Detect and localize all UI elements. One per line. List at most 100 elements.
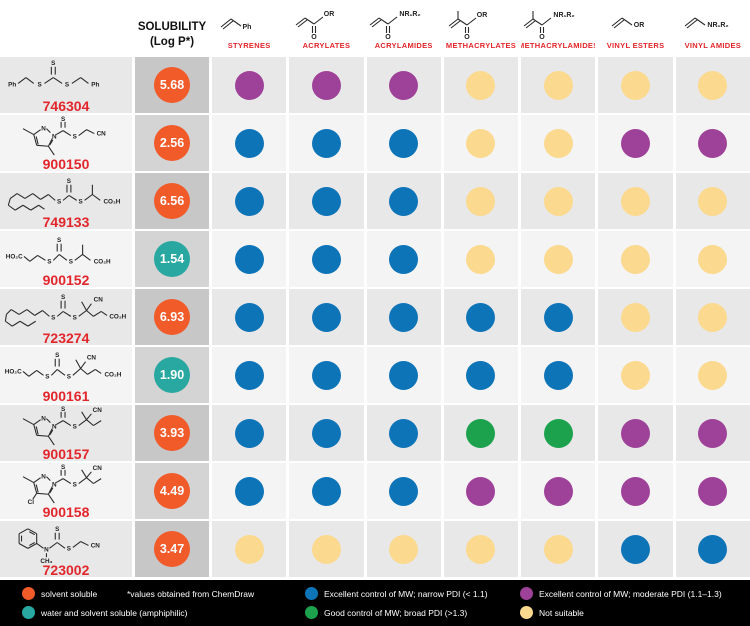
column-header-vinyl-amides: NR₁R₂ VINYL AMIDES xyxy=(675,0,750,55)
rating-cell-900157-vinyl-amides xyxy=(675,405,750,461)
legend-item-not-suitable: Not suitable xyxy=(520,606,722,619)
svg-text:N: N xyxy=(52,423,57,430)
suitability-dot-yellow xyxy=(543,70,573,100)
rating-cell-723002-acrylates xyxy=(289,521,364,577)
svg-text:Ph: Ph xyxy=(243,24,252,31)
suitability-dot-purple xyxy=(698,128,728,158)
solubility-badge: 6.56 xyxy=(154,183,190,219)
rating-cell-900152-vinyl-esters xyxy=(598,231,673,287)
svg-text:S: S xyxy=(73,423,77,430)
svg-text:NR₁R₂: NR₁R₂ xyxy=(554,12,575,19)
suitability-dot-green xyxy=(466,418,496,448)
catalog-number: 746304 xyxy=(42,98,90,113)
amphiphilic-dot-icon xyxy=(22,606,35,619)
svg-text:S: S xyxy=(67,373,71,380)
rating-cell-900150-vinyl-esters xyxy=(598,115,673,171)
rating-cell-900150-methacrylates xyxy=(443,115,519,171)
rating-cell-723002-vinyl-esters xyxy=(598,521,673,577)
svg-text:N: N xyxy=(41,474,46,481)
svg-text:S: S xyxy=(61,116,65,123)
rating-cell-749133-methacrylates xyxy=(443,173,519,229)
structure-cell-749133: S S S CO₂H 749133 xyxy=(0,173,132,229)
svg-text:CO₂H: CO₂H xyxy=(109,313,126,320)
suitability-dot-blue xyxy=(466,360,496,390)
rating-cell-900150-acrylamides xyxy=(366,115,441,171)
svg-text:N: N xyxy=(41,416,46,423)
rating-cell-900158-vinyl-amides xyxy=(675,463,750,519)
solubility-cell-749133: 6.56 xyxy=(135,173,209,229)
svg-text:S: S xyxy=(55,526,59,533)
suitability-dot-yellow xyxy=(698,360,728,390)
suitability-dot-blue xyxy=(698,534,728,564)
catalog-number: 723002 xyxy=(42,562,90,577)
solubility-cell-900158: 4.49 xyxy=(135,463,209,519)
suitability-dot-yellow xyxy=(543,244,573,274)
legend-rating-group-2: Excellent control of MW; moderate PDI (1… xyxy=(520,587,722,619)
suitability-dot-green xyxy=(543,418,573,448)
suitability-dot-blue xyxy=(389,418,419,448)
structure-723274: S S S CN CO₂H xyxy=(4,294,127,327)
rating-cell-900152-acrylamides xyxy=(366,231,441,287)
suitability-dot-purple xyxy=(621,128,651,158)
rating-cell-900161-vinyl-esters xyxy=(598,347,673,403)
legend-label: Excellent control of MW; narrow PDI (< 1… xyxy=(324,588,488,599)
svg-text:S: S xyxy=(73,481,77,488)
solubility-badge: 1.90 xyxy=(154,357,190,393)
rating-cell-900157-vinyl-esters xyxy=(598,405,673,461)
rating-cell-900161-vinyl-amides xyxy=(675,347,750,403)
suitability-dot-blue xyxy=(311,418,341,448)
rating-cell-746304-acrylates xyxy=(289,57,364,113)
svg-text:CH₃: CH₃ xyxy=(40,558,52,564)
solubility-header-line2: (Log P*) xyxy=(149,35,195,48)
suitability-dot-blue xyxy=(389,244,419,274)
rating-cell-749133-vinyl-esters xyxy=(598,173,673,229)
rating-cell-900161-methacrylates xyxy=(443,347,519,403)
legend-item-solvent-soluble: solvent soluble *values obtained from Ch… xyxy=(22,587,305,600)
suitability-dot-yellow xyxy=(621,186,651,216)
svg-text:S: S xyxy=(61,406,65,413)
svg-text:S: S xyxy=(51,60,55,67)
suitability-dot-blue xyxy=(543,360,573,390)
suitability-dot-blue xyxy=(311,302,341,332)
rating-cell-723002-methacrylates xyxy=(443,521,519,577)
svg-text:OR: OR xyxy=(324,11,335,18)
catalog-number: 900150 xyxy=(42,156,90,171)
svg-text:Ph: Ph xyxy=(91,81,99,88)
svg-text:NR₁R₂: NR₁R₂ xyxy=(399,11,420,18)
rating-cell-723274-methacrylates xyxy=(443,289,519,345)
rating-cell-900158-methacrylates xyxy=(443,463,519,519)
rating-cell-900150-vinyl-amides xyxy=(675,115,750,171)
suitability-dot-yellow xyxy=(389,534,419,564)
suitability-dot-blue xyxy=(389,476,419,506)
structure-cell-723274: S S S CN CO₂H 723274 xyxy=(0,289,132,345)
column-header-label: VINYL AMIDES xyxy=(684,41,742,50)
moderate-pdi-dot-icon xyxy=(520,587,533,600)
suitability-dot-blue xyxy=(311,476,341,506)
svg-text:S: S xyxy=(67,178,71,185)
solubility-cell-723002: 3.47 xyxy=(135,521,209,577)
svg-text:N: N xyxy=(41,126,46,133)
rating-cell-749133-acrylamides xyxy=(366,173,441,229)
suitability-dot-yellow xyxy=(466,534,496,564)
rating-cell-723274-vinyl-amides xyxy=(675,289,750,345)
suitability-dot-yellow xyxy=(466,186,496,216)
structure-900158: NN S S CN Cl xyxy=(22,464,102,506)
rating-cell-900157-methacrylates xyxy=(443,405,519,461)
svg-text:S: S xyxy=(37,81,41,88)
suitability-dot-yellow xyxy=(311,534,341,564)
suitability-dot-yellow xyxy=(543,186,573,216)
svg-text:S: S xyxy=(69,258,73,265)
catalog-number: 900157 xyxy=(42,446,90,461)
legend-label: Good control of MW; broad PDI (>1.3) xyxy=(324,607,468,618)
suitability-dot-blue xyxy=(543,302,573,332)
suitability-dot-purple xyxy=(698,418,728,448)
suitability-dot-blue xyxy=(234,302,264,332)
svg-text:CN: CN xyxy=(94,297,104,304)
rating-cell-900150-methacrylamides xyxy=(521,115,596,171)
structure-900157: NN S S CN xyxy=(22,406,102,446)
solubility-badge: 2.56 xyxy=(154,125,190,161)
structure-cell-900158: N N S S CN Cl 900158 xyxy=(0,463,132,519)
catalog-number: 900158 xyxy=(42,504,90,519)
column-header-methacrylamides: NR₁R₂ O METHACRYLAMIDES xyxy=(521,0,596,55)
suitability-dot-blue xyxy=(234,128,264,158)
